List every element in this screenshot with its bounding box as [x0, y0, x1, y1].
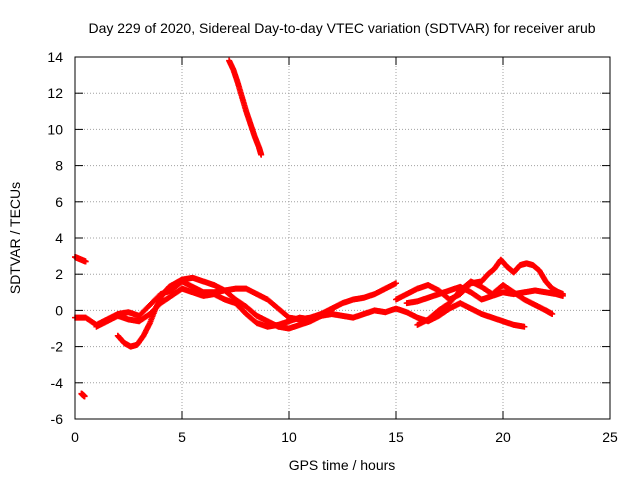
y-tick-label: -2 — [51, 339, 64, 355]
y-tick-label: -6 — [51, 411, 64, 427]
x-tick-label: 10 — [281, 429, 297, 445]
series-track-f — [414, 278, 556, 328]
chart-title: Day 229 of 2020, Sidereal Day-to-day VTE… — [88, 20, 595, 36]
y-tick-label: 14 — [47, 49, 63, 65]
data-point — [258, 151, 265, 158]
y-tick-label: 8 — [55, 158, 63, 174]
series-high-arc — [226, 57, 265, 158]
x-tick-label: 20 — [495, 429, 511, 445]
y-tick-label: 10 — [47, 121, 63, 137]
x-tick-label: 0 — [71, 429, 79, 445]
x-axis-title: GPS time / hours — [289, 457, 396, 473]
y-tick-label: -4 — [51, 375, 64, 391]
data-point — [328, 307, 335, 314]
y-tick-label: 0 — [55, 302, 63, 318]
y-axis-title: SDTVAR / TECUs — [7, 182, 23, 294]
x-tick-label: 25 — [602, 429, 618, 445]
data-points — [72, 57, 566, 400]
y-tick-label: 6 — [55, 194, 63, 210]
x-tick-labels: 0 5 10 15 20 25 — [71, 429, 618, 445]
x-tick-label: 5 — [178, 429, 186, 445]
data-point — [521, 323, 528, 330]
y-tick-label: 12 — [47, 85, 63, 101]
grid — [75, 57, 610, 419]
data-point — [559, 292, 566, 299]
data-point — [393, 280, 399, 287]
x-tick-label: 15 — [388, 429, 404, 445]
y-tick-labels: -6 -4 -2 0 2 4 6 8 10 12 14 — [47, 49, 63, 427]
series-early-negative — [78, 390, 88, 400]
series-track-c — [114, 274, 335, 350]
data-point — [82, 258, 89, 265]
y-tick-label: 4 — [55, 230, 63, 246]
y-tick-label: 2 — [55, 266, 63, 282]
data-point — [81, 393, 88, 400]
data-point — [549, 311, 556, 318]
axis-ticks — [74, 56, 611, 420]
